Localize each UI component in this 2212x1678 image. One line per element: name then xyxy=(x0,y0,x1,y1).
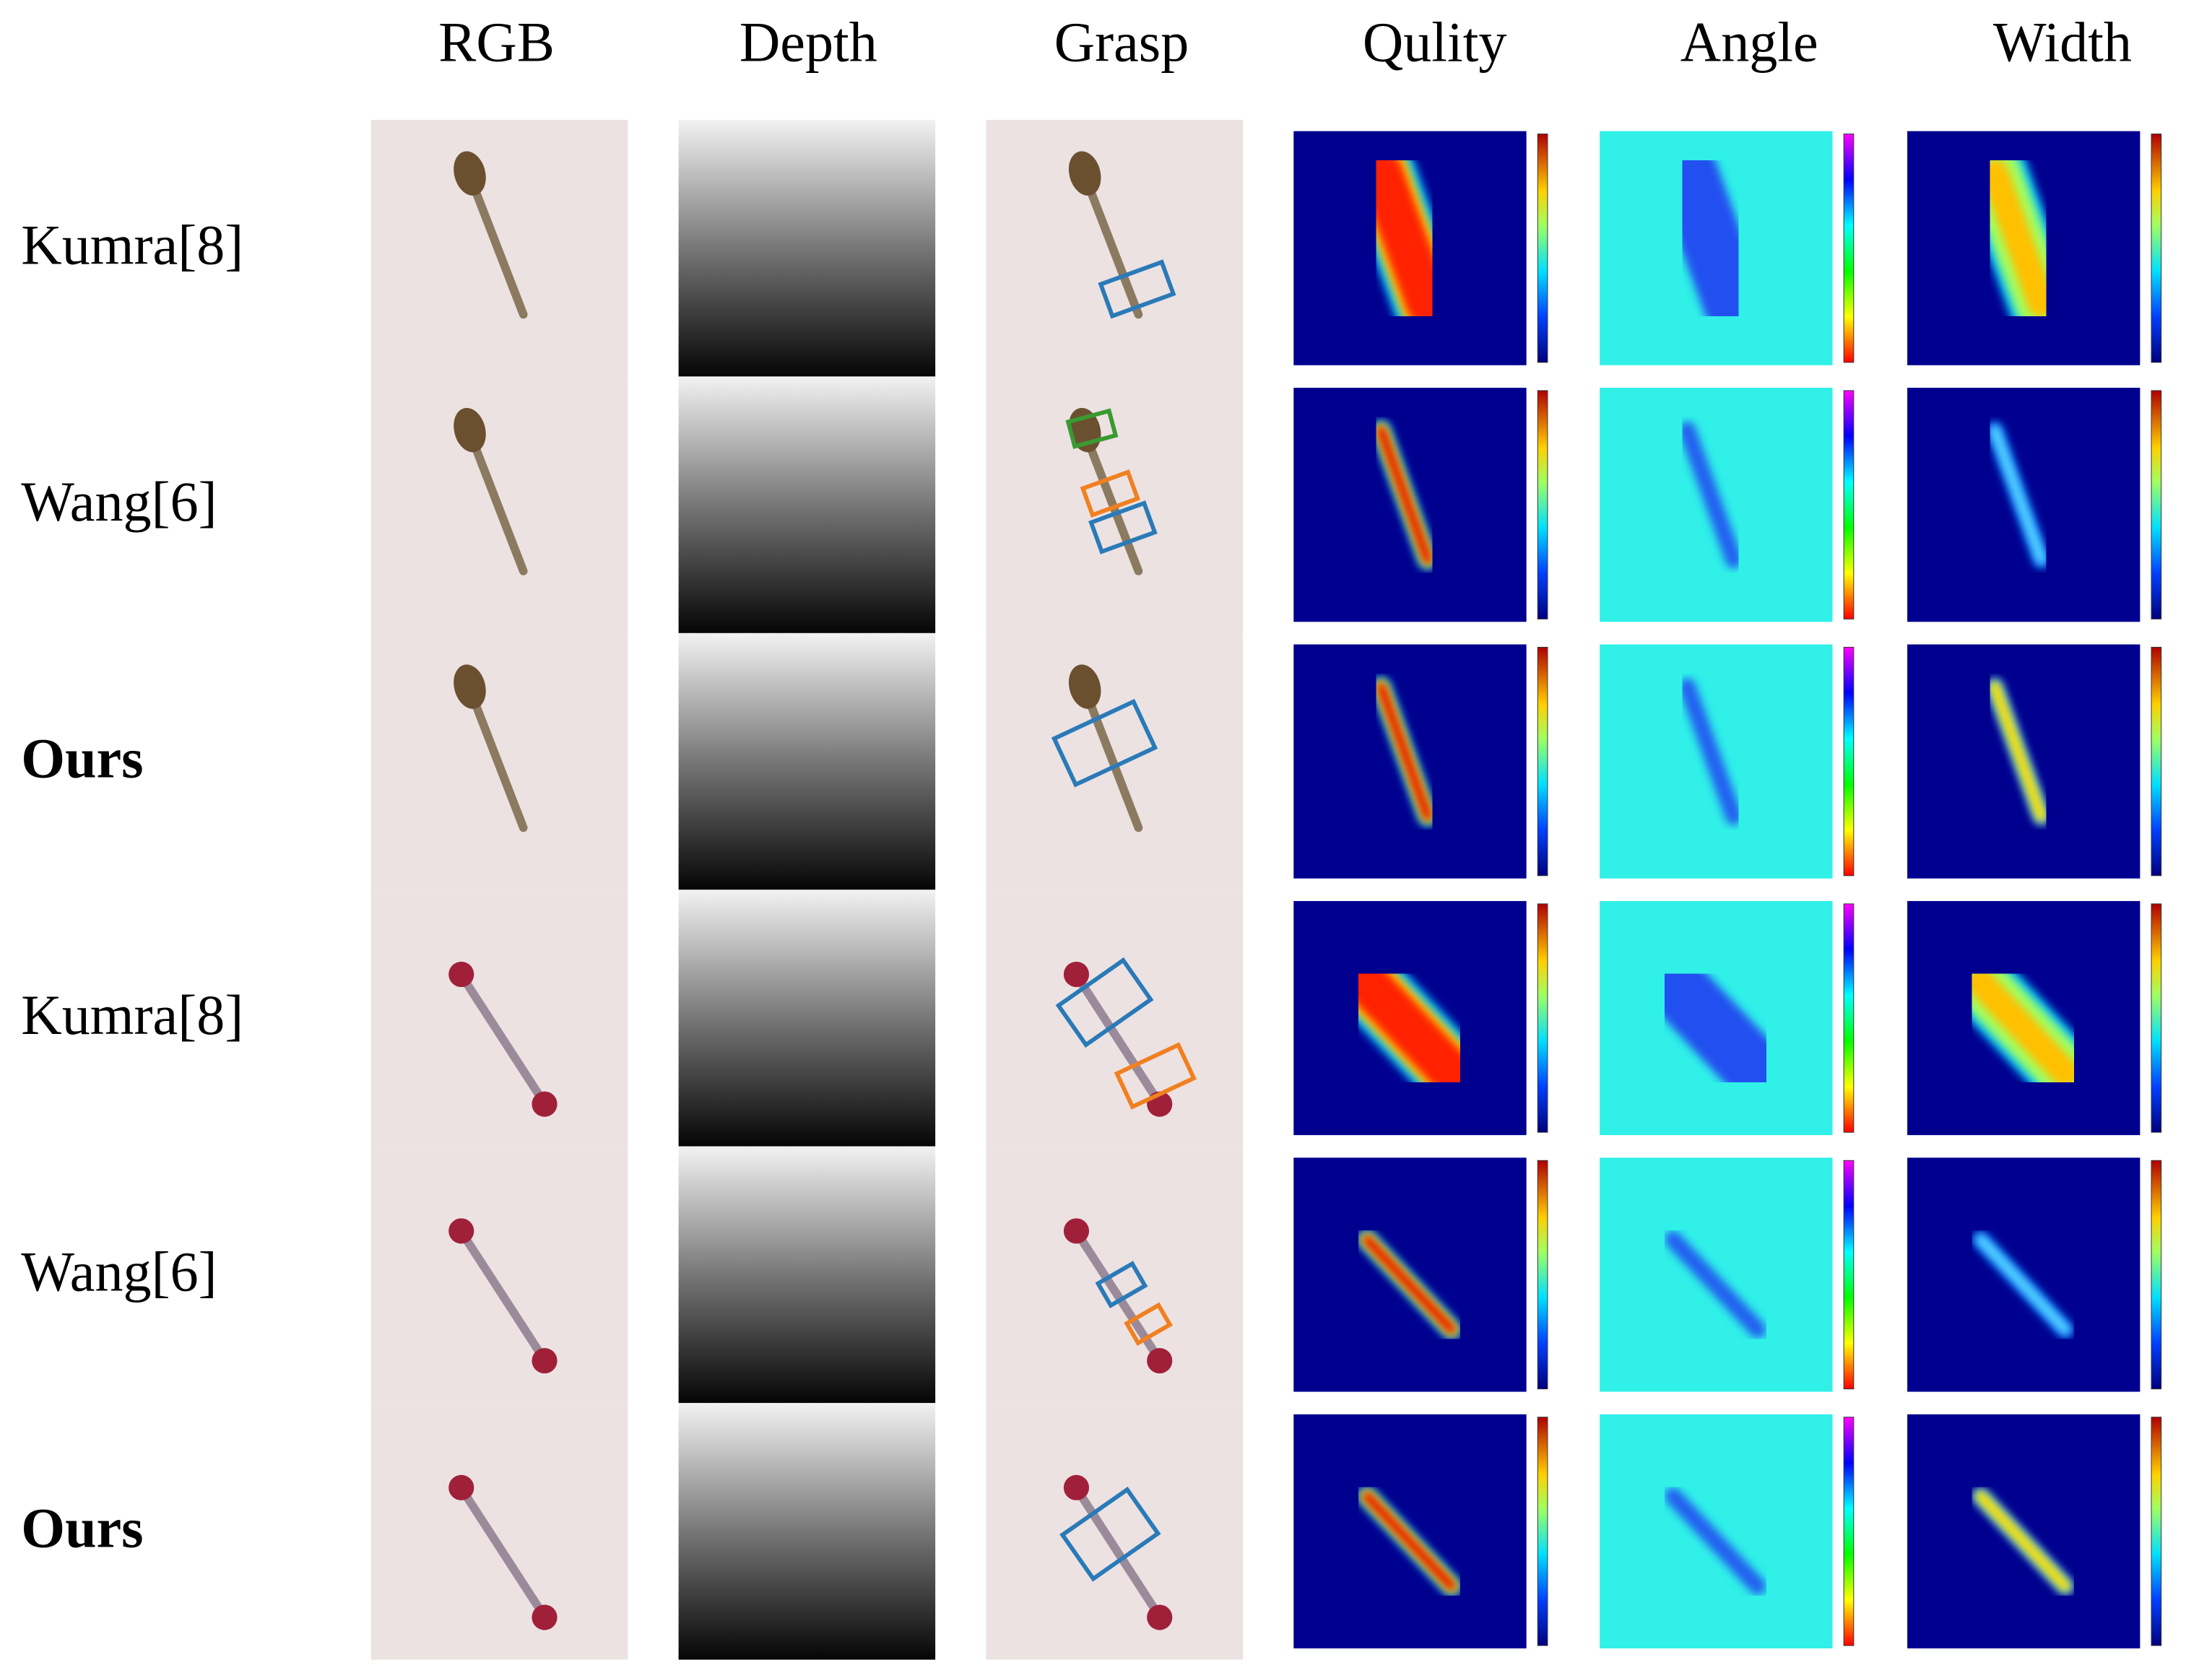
stick xyxy=(458,1486,547,1619)
heatmap-blob xyxy=(1678,421,1743,569)
colorbar xyxy=(1537,1417,1548,1646)
stick-tip xyxy=(448,1218,474,1244)
spoon-head xyxy=(1068,151,1101,196)
colorbar xyxy=(2151,903,2162,1133)
heatmap-blob xyxy=(1665,1230,1766,1339)
colorbar xyxy=(2151,1417,2162,1646)
spoon-head xyxy=(454,151,486,196)
heatmap-blob xyxy=(1376,682,1432,821)
grasp-box xyxy=(1114,1042,1197,1110)
colorbar xyxy=(2151,646,2162,877)
grasp-box xyxy=(1095,1261,1148,1309)
heatmap-blob xyxy=(1358,150,1451,326)
stick-tip xyxy=(448,961,474,988)
heatmap-blob xyxy=(1656,142,1765,334)
heatmap-blob xyxy=(1980,159,2056,318)
spoon-handle xyxy=(468,179,528,319)
spoon-handle xyxy=(468,692,528,833)
colorbar xyxy=(1537,903,1548,1133)
grasp-box xyxy=(1059,1486,1161,1582)
colorbar xyxy=(1537,1160,1548,1390)
stick-tip xyxy=(1063,1474,1090,1500)
grasp-image xyxy=(986,1403,1243,1660)
stick-tip xyxy=(1063,1218,1090,1244)
colorbar xyxy=(2151,1160,2162,1390)
colorbar xyxy=(2151,134,2162,363)
row-label: Ours xyxy=(21,1497,143,1560)
column-header: Grasp xyxy=(1054,10,1189,73)
colorbar xyxy=(1537,390,1548,620)
heatmap-blob xyxy=(1976,1235,2070,1334)
column-header: Angle xyxy=(1680,10,1818,73)
row-label: Wang[6] xyxy=(21,470,217,533)
spoon-handle xyxy=(1083,179,1143,319)
colorbar xyxy=(1537,134,1548,363)
stick-end xyxy=(1147,1348,1173,1374)
rgb-image xyxy=(370,1403,628,1660)
colorbar xyxy=(1843,134,1855,363)
stick xyxy=(458,1229,547,1362)
depth-image xyxy=(678,1146,936,1404)
stick-end xyxy=(1147,1604,1173,1630)
depth-image xyxy=(678,376,936,633)
heatmap-blob xyxy=(1376,425,1432,565)
row-label: Wang[6] xyxy=(21,1240,217,1303)
colorbar xyxy=(1537,646,1548,877)
rgb-image xyxy=(370,890,628,1147)
colorbar xyxy=(1843,903,1855,1133)
grasp-box xyxy=(1051,698,1158,788)
stick xyxy=(1073,1486,1163,1619)
stick xyxy=(458,973,547,1106)
spoon-head xyxy=(454,664,486,709)
row-label: Kumra[8] xyxy=(21,983,243,1046)
heatmap-blob xyxy=(1678,678,1743,825)
depth-image xyxy=(678,632,936,890)
rgb-image xyxy=(370,1146,628,1404)
depth-image xyxy=(678,120,936,377)
column-header: Depth xyxy=(739,10,877,73)
stick-end xyxy=(532,1091,558,1117)
colorbar xyxy=(1843,1417,1855,1646)
heatmap-blob xyxy=(1641,952,1789,1105)
spoon-handle xyxy=(468,435,528,575)
stick-end xyxy=(532,1604,558,1630)
stick-tip xyxy=(1063,961,1090,988)
colorbar xyxy=(2151,390,2162,620)
grasp-box xyxy=(1098,259,1176,319)
spoon-head xyxy=(454,407,486,453)
spoon-head xyxy=(1068,664,1101,709)
grasp-box xyxy=(1065,408,1119,449)
heatmap-blob xyxy=(1974,1490,2071,1592)
heatmap-blob xyxy=(1990,425,2046,565)
stick xyxy=(1073,973,1163,1106)
grasp-image xyxy=(986,890,1243,1147)
depth-image xyxy=(678,1403,936,1660)
grasp-box xyxy=(1124,1302,1173,1347)
colorbar xyxy=(1843,1160,1855,1390)
grasp-box xyxy=(1080,469,1141,518)
heatmap-blob xyxy=(1989,681,2047,822)
colorbar xyxy=(1843,390,1855,620)
colorbar xyxy=(1843,646,1855,877)
heatmap-blob xyxy=(1665,1487,1766,1595)
depth-image xyxy=(678,890,936,1147)
row-label: Kumra[8] xyxy=(21,214,243,277)
heatmap-blob xyxy=(1363,1235,1456,1334)
grasp-box xyxy=(1055,957,1154,1048)
column-header: RGB xyxy=(438,10,555,73)
heatmap-blob xyxy=(1363,1492,1456,1591)
row-label: Ours xyxy=(21,726,143,789)
heatmap-blob xyxy=(1966,968,2080,1087)
heatmap-blob xyxy=(1344,960,1475,1096)
stick-end xyxy=(532,1348,558,1374)
grasp-box xyxy=(1088,500,1158,555)
column-header: Qulity xyxy=(1363,10,1507,73)
stick-tip xyxy=(448,1474,474,1500)
column-header: Width xyxy=(1993,10,2132,73)
